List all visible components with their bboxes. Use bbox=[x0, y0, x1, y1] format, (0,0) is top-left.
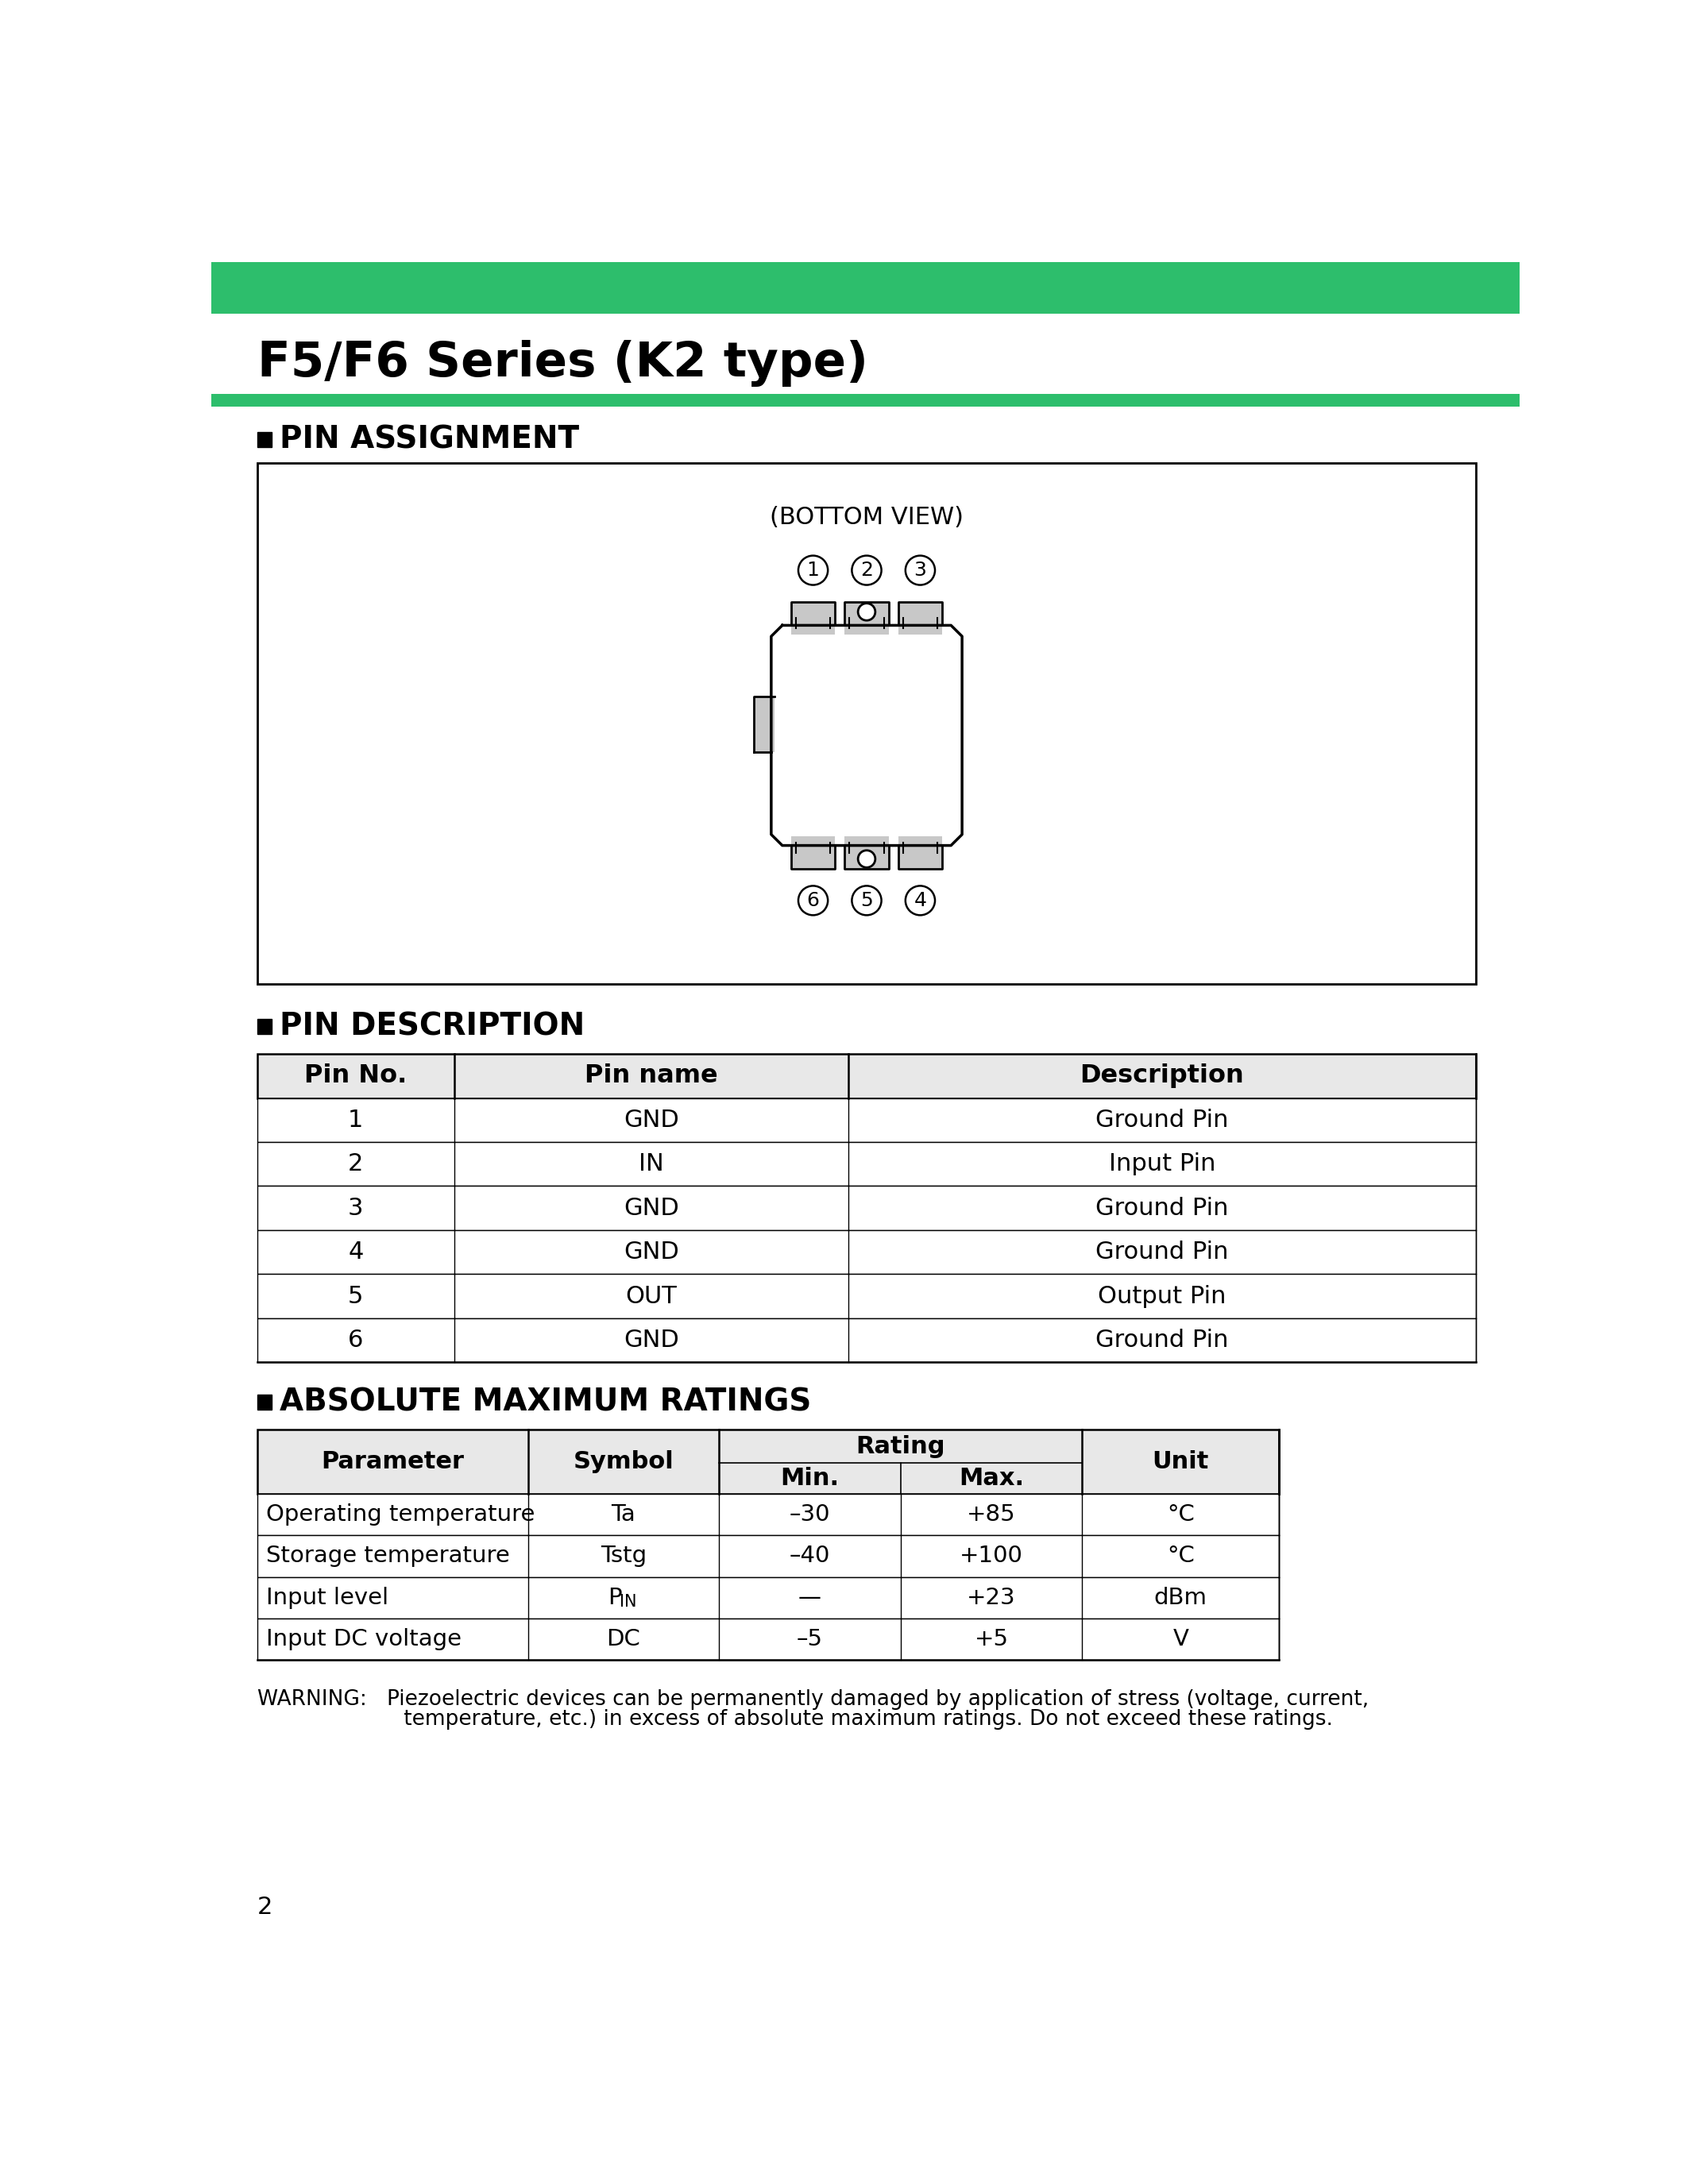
Text: OUT: OUT bbox=[626, 1284, 677, 1308]
Text: °C: °C bbox=[1166, 1503, 1195, 1527]
Text: V: V bbox=[1173, 1627, 1188, 1651]
Text: temperature, etc.) in excess of absolute maximum ratings. Do not exceed these ra: temperature, etc.) in excess of absolute… bbox=[257, 1708, 1334, 1730]
Bar bbox=[211, 262, 1519, 314]
Bar bbox=[257, 1618, 1280, 1660]
Text: –40: –40 bbox=[790, 1544, 830, 1568]
Text: IN: IN bbox=[619, 1594, 636, 1610]
Text: Symbol: Symbol bbox=[574, 1450, 674, 1472]
Text: 2: 2 bbox=[257, 1896, 272, 1918]
Text: P: P bbox=[608, 1586, 621, 1610]
Bar bbox=[257, 1230, 1475, 1273]
Text: ABSOLUTE MAXIMUM RATINGS: ABSOLUTE MAXIMUM RATINGS bbox=[280, 1387, 812, 1417]
Bar bbox=[771, 625, 962, 845]
Text: Pin name: Pin name bbox=[584, 1064, 717, 1088]
Text: Storage temperature: Storage temperature bbox=[265, 1544, 510, 1568]
Circle shape bbox=[798, 887, 827, 915]
Bar bbox=[257, 1535, 1280, 1577]
Text: –30: –30 bbox=[790, 1503, 830, 1527]
Text: Min.: Min. bbox=[780, 1468, 839, 1489]
Text: GND: GND bbox=[623, 1197, 679, 1219]
Bar bbox=[257, 1055, 1475, 1099]
Text: Ground Pin: Ground Pin bbox=[1096, 1197, 1229, 1219]
Text: —: — bbox=[798, 1586, 820, 1610]
Text: 3: 3 bbox=[913, 561, 927, 579]
Text: Ta: Ta bbox=[611, 1503, 636, 1527]
Text: GND: GND bbox=[623, 1328, 679, 1352]
Text: 4: 4 bbox=[913, 891, 927, 911]
Text: Output Pin: Output Pin bbox=[1097, 1284, 1225, 1308]
Text: 2: 2 bbox=[861, 561, 873, 579]
Bar bbox=[257, 463, 1475, 983]
Text: F5/F6 Series (K2 type): F5/F6 Series (K2 type) bbox=[257, 339, 868, 387]
Text: 4: 4 bbox=[348, 1241, 363, 1265]
Text: Tstg: Tstg bbox=[601, 1544, 647, 1568]
Text: GND: GND bbox=[623, 1241, 679, 1265]
Circle shape bbox=[852, 887, 881, 915]
Bar bbox=[257, 1319, 1475, 1363]
Circle shape bbox=[858, 850, 876, 867]
Text: °C: °C bbox=[1166, 1544, 1195, 1568]
Text: dBm: dBm bbox=[1155, 1586, 1207, 1610]
Bar bbox=[257, 1396, 272, 1409]
Text: DC: DC bbox=[606, 1627, 640, 1651]
Text: +100: +100 bbox=[959, 1544, 1023, 1568]
Bar bbox=[844, 836, 890, 869]
Text: +23: +23 bbox=[967, 1586, 1016, 1610]
Bar bbox=[257, 1186, 1475, 1230]
Text: +85: +85 bbox=[967, 1503, 1016, 1527]
Bar bbox=[257, 1020, 272, 1033]
Bar bbox=[755, 697, 775, 751]
Bar bbox=[257, 1494, 1280, 1535]
Text: Ground Pin: Ground Pin bbox=[1096, 1241, 1229, 1265]
Bar bbox=[898, 603, 942, 636]
Circle shape bbox=[852, 555, 881, 585]
Bar bbox=[898, 836, 942, 869]
Bar bbox=[211, 393, 1519, 406]
Bar bbox=[792, 603, 836, 636]
Text: GND: GND bbox=[623, 1109, 679, 1131]
Circle shape bbox=[905, 555, 935, 585]
Bar bbox=[257, 1273, 1475, 1319]
Bar bbox=[257, 432, 272, 448]
Text: –5: –5 bbox=[797, 1627, 822, 1651]
Text: Parameter: Parameter bbox=[321, 1450, 464, 1472]
Circle shape bbox=[905, 887, 935, 915]
Text: Input DC voltage: Input DC voltage bbox=[265, 1627, 461, 1651]
Text: Operating temperature: Operating temperature bbox=[265, 1503, 535, 1527]
Text: 3: 3 bbox=[348, 1197, 363, 1219]
Circle shape bbox=[798, 555, 827, 585]
Bar bbox=[257, 1431, 1280, 1494]
Text: Max.: Max. bbox=[959, 1468, 1025, 1489]
Bar bbox=[844, 603, 890, 636]
Text: 1: 1 bbox=[348, 1109, 363, 1131]
Bar bbox=[257, 1577, 1280, 1618]
Text: PIN DESCRIPTION: PIN DESCRIPTION bbox=[280, 1011, 586, 1042]
Text: WARNING:   Piezoelectric devices can be permanently damaged by application of st: WARNING: Piezoelectric devices can be pe… bbox=[257, 1690, 1369, 1710]
Circle shape bbox=[858, 603, 876, 620]
Bar bbox=[257, 1142, 1475, 1186]
Text: Unit: Unit bbox=[1153, 1450, 1209, 1472]
Text: Ground Pin: Ground Pin bbox=[1096, 1328, 1229, 1352]
Text: Input Pin: Input Pin bbox=[1109, 1153, 1215, 1175]
Text: Input level: Input level bbox=[265, 1586, 388, 1610]
Text: Pin No.: Pin No. bbox=[304, 1064, 407, 1088]
Text: IN: IN bbox=[638, 1153, 663, 1175]
Text: 2: 2 bbox=[348, 1153, 363, 1175]
Text: Ground Pin: Ground Pin bbox=[1096, 1109, 1229, 1131]
Bar bbox=[792, 836, 836, 869]
Text: 6: 6 bbox=[807, 891, 819, 911]
Text: 1: 1 bbox=[807, 561, 819, 579]
Text: Rating: Rating bbox=[856, 1435, 945, 1457]
Text: Description: Description bbox=[1080, 1064, 1244, 1088]
Text: PIN ASSIGNMENT: PIN ASSIGNMENT bbox=[280, 424, 579, 454]
Text: (BOTTOM VIEW): (BOTTOM VIEW) bbox=[770, 507, 964, 529]
Text: 5: 5 bbox=[861, 891, 873, 911]
Text: 5: 5 bbox=[348, 1284, 363, 1308]
Text: 6: 6 bbox=[348, 1328, 363, 1352]
Text: +5: +5 bbox=[974, 1627, 1008, 1651]
Bar bbox=[257, 1099, 1475, 1142]
